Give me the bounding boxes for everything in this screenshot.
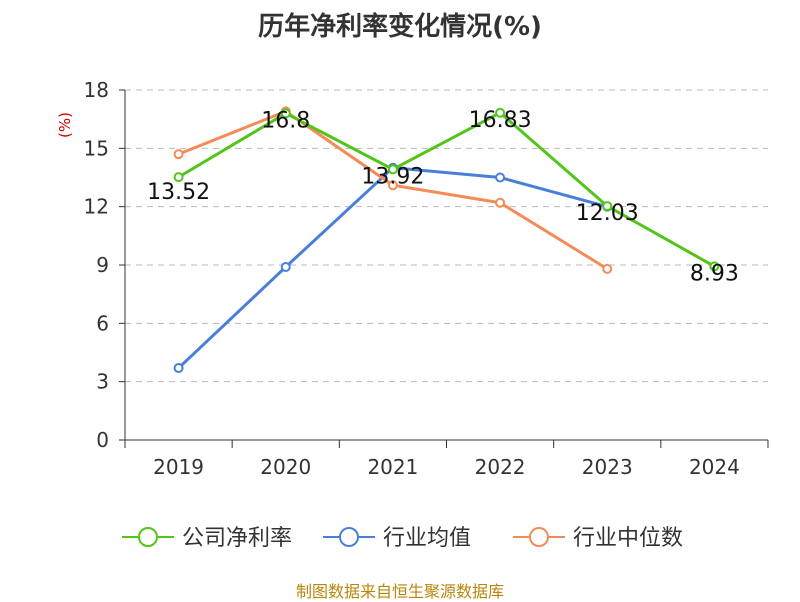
- data-label: 13.52: [147, 180, 210, 205]
- data-point: [602, 201, 613, 212]
- data-label: 12.03: [576, 201, 639, 226]
- legend-marker: [529, 527, 549, 547]
- legend-label: 公司净利率: [182, 526, 292, 551]
- x-tick-label: 2019: [153, 455, 204, 479]
- data-label: 16.83: [469, 108, 532, 133]
- x-tick-label: 2023: [582, 455, 633, 479]
- data-point: [173, 149, 184, 160]
- data-label: 16.8: [261, 108, 310, 133]
- series-line: [177, 111, 716, 268]
- y-tick-label: 6: [96, 311, 109, 335]
- data-point: [280, 108, 291, 119]
- y-axis-label: (%): [56, 112, 74, 138]
- data-point: [495, 197, 506, 208]
- data-point: [387, 164, 398, 175]
- x-tick-label: 2020: [260, 455, 311, 479]
- legend-marker: [138, 527, 158, 547]
- y-tick-label: 3: [96, 370, 109, 394]
- y-tick-label: 18: [84, 78, 109, 102]
- chart-title: 历年净利率变化情况(%): [258, 12, 542, 42]
- legend-label: 行业均值: [383, 526, 471, 551]
- y-tick-label: 15: [84, 136, 109, 160]
- data-point: [173, 172, 184, 183]
- data-point: [495, 107, 506, 118]
- legend-marker: [339, 527, 359, 547]
- x-tick-label: 2024: [689, 455, 740, 479]
- y-tick-label: 12: [84, 195, 109, 219]
- legend-label: 行业中位数: [573, 526, 683, 551]
- series-line: [177, 166, 608, 370]
- data-point: [387, 180, 398, 191]
- data-label: 8.93: [690, 261, 739, 286]
- data-point: [709, 261, 720, 272]
- data-source-note: 制图数据来自恒生聚源数据库: [295, 582, 504, 601]
- data-label: 13.92: [361, 164, 424, 189]
- data-point: [173, 363, 184, 374]
- x-tick-label: 2022: [475, 455, 526, 479]
- x-tick-label: 2021: [367, 455, 418, 479]
- data-point: [602, 263, 613, 274]
- y-tick-label: 0: [96, 428, 109, 452]
- data-point: [495, 172, 506, 183]
- y-tick-label: 9: [96, 253, 109, 277]
- data-point: [280, 261, 291, 272]
